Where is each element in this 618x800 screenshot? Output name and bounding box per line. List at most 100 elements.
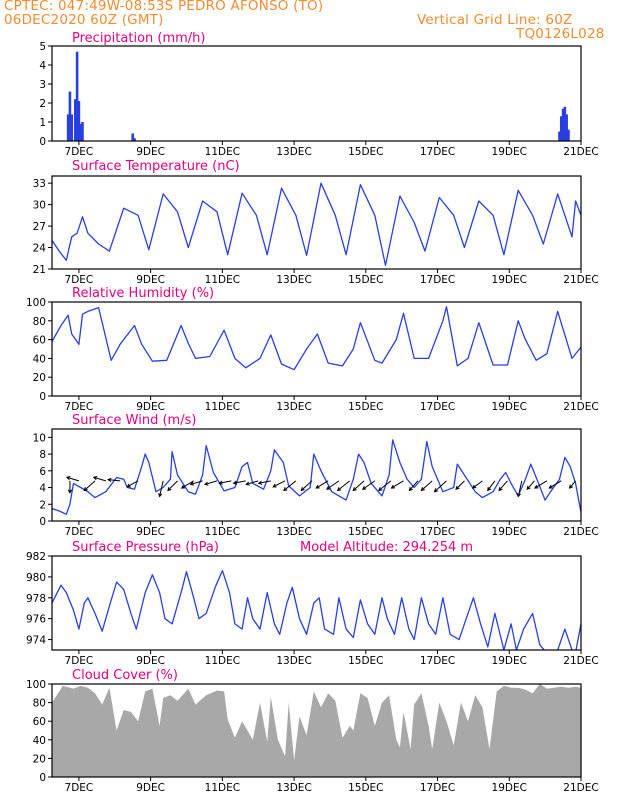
header-grid-note: Vertical Grid Line: 60Z <box>417 12 573 28</box>
wind-arrowhead <box>300 486 305 492</box>
panel-1: Precipitation (mm/h) 0 1 2 3 4 5 7DEC 9DEC 11DEC 1… <box>39 31 598 158</box>
wind-vector <box>219 480 232 484</box>
wind-arrowhead <box>390 484 395 489</box>
wind-vector <box>300 480 313 491</box>
wind-arrowhead <box>352 486 357 492</box>
x-tick-label: 21DEC <box>563 146 598 158</box>
x-tick-label: 15DEC <box>348 274 383 286</box>
wind-vector <box>421 480 433 491</box>
wind-vector <box>337 480 350 491</box>
wind-vector <box>127 480 139 488</box>
x-tick-label: 9DEC <box>136 655 165 667</box>
y-tick-label: 27 <box>33 221 46 233</box>
x-tick-label: 17DEC <box>420 655 455 667</box>
wind-arrowhead <box>498 486 503 492</box>
x-tick-label: 13DEC <box>276 146 311 158</box>
wind-vector <box>204 480 218 485</box>
y-tick-label: 20 <box>33 372 46 384</box>
x-tick-label: 21DEC <box>563 274 598 286</box>
panel-frame <box>51 683 582 778</box>
wind-arrowhead <box>420 486 425 492</box>
wind-vector <box>549 480 562 489</box>
x-tick-label: 7DEC <box>65 655 94 667</box>
wind-arrowhead <box>283 487 288 492</box>
wind-vector <box>362 480 376 490</box>
wind-vector <box>409 480 419 491</box>
x-tick-label: 9DEC <box>136 146 165 158</box>
x-tick-label: 21DEC <box>563 655 598 667</box>
y-tick-label: 0 <box>39 772 46 784</box>
wind-arrowhead <box>189 481 195 486</box>
y-tick-label: 4 <box>39 60 46 72</box>
wind-arrowhead <box>83 486 88 492</box>
wind-vector <box>66 476 80 482</box>
wind-arrowhead <box>218 480 223 485</box>
wind-arrowhead <box>65 476 71 481</box>
panel-title: Cloud Cover (%) <box>72 668 178 683</box>
precip-bar <box>68 91 72 141</box>
x-tick-label: 7DEC <box>65 401 94 413</box>
wind-vector <box>569 480 577 489</box>
series-line <box>52 569 581 650</box>
wind-vector <box>472 480 483 489</box>
panel-6: Cloud Cover (%) 0 20 40 60 80 100 7DEC 9DEC 11DEC… <box>26 668 599 794</box>
y-tick-label: 5 <box>39 41 46 53</box>
wind-vector <box>108 479 121 482</box>
y-tick-label: 21 <box>33 264 46 276</box>
y-tick-label: 2 <box>39 499 46 511</box>
x-tick-label: 19DEC <box>492 782 527 794</box>
y-tick-label: 4 <box>39 483 46 495</box>
y-tick-label: 0 <box>39 391 46 403</box>
wind-arrowhead <box>92 476 98 481</box>
wind-vector <box>517 480 523 497</box>
x-tick-label: 13DEC <box>276 274 311 286</box>
x-tick-label: 19DEC <box>492 655 527 667</box>
x-tick-label: 21DEC <box>563 401 598 413</box>
precip-bar <box>81 122 84 141</box>
x-tick-label: 17DEC <box>420 274 455 286</box>
wind-vector <box>190 480 203 485</box>
wind-arrowhead <box>232 480 238 485</box>
wind-arrowhead <box>326 485 331 490</box>
header-model-code: TQ0126L028 <box>516 26 605 42</box>
wind-vector <box>315 480 329 489</box>
y-tick-label: 20 <box>33 753 46 765</box>
cloud-area <box>52 684 581 777</box>
panel-3: Relative Humidity (%) 0 20 40 60 80 100 7DEC 9DE… <box>26 286 599 413</box>
x-tick-label: 13DEC <box>276 782 311 794</box>
panel-frame <box>51 301 582 397</box>
x-tick-label: 11DEC <box>205 274 240 286</box>
wind-arrowhead <box>336 487 342 492</box>
wind-vector <box>233 480 246 484</box>
wind-arrowhead <box>245 481 250 486</box>
x-tick-label: 11DEC <box>205 655 240 667</box>
x-tick-label: 7DEC <box>65 526 94 538</box>
wind-arrowhead <box>315 484 320 489</box>
wind-vector <box>498 480 508 491</box>
y-tick-label: 3 <box>39 79 46 91</box>
wind-vector <box>159 480 164 497</box>
precip-bar <box>565 114 568 141</box>
precip-bar <box>75 51 79 141</box>
wind-arrowhead <box>272 483 277 488</box>
model-altitude-label: Model Altitude: 294.254 m <box>300 540 473 555</box>
precip-bar <box>131 133 134 141</box>
precip-bar <box>70 114 74 141</box>
x-tick-label: 17DEC <box>420 146 455 158</box>
panel-title: Surface Temperature (nC) <box>72 159 240 174</box>
wind-vector <box>283 480 297 491</box>
y-tick-label: 80 <box>33 316 46 328</box>
panel-2: Surface Temperature (nC) 21 24 27 30 33 7DEC 9D… <box>33 159 599 286</box>
precip-bar <box>77 101 81 141</box>
wind-arrowhead <box>107 477 112 483</box>
x-tick-label: 15DEC <box>348 526 383 538</box>
wind-arrowhead <box>167 486 172 492</box>
panel-frame <box>51 45 582 142</box>
x-tick-label: 7DEC <box>65 782 94 794</box>
wind-vector <box>487 480 496 491</box>
y-tick-label: 40 <box>33 353 46 365</box>
y-tick-label: 980 <box>26 572 46 584</box>
y-tick-label: 24 <box>33 243 47 255</box>
x-tick-label: 15DEC <box>348 401 383 413</box>
